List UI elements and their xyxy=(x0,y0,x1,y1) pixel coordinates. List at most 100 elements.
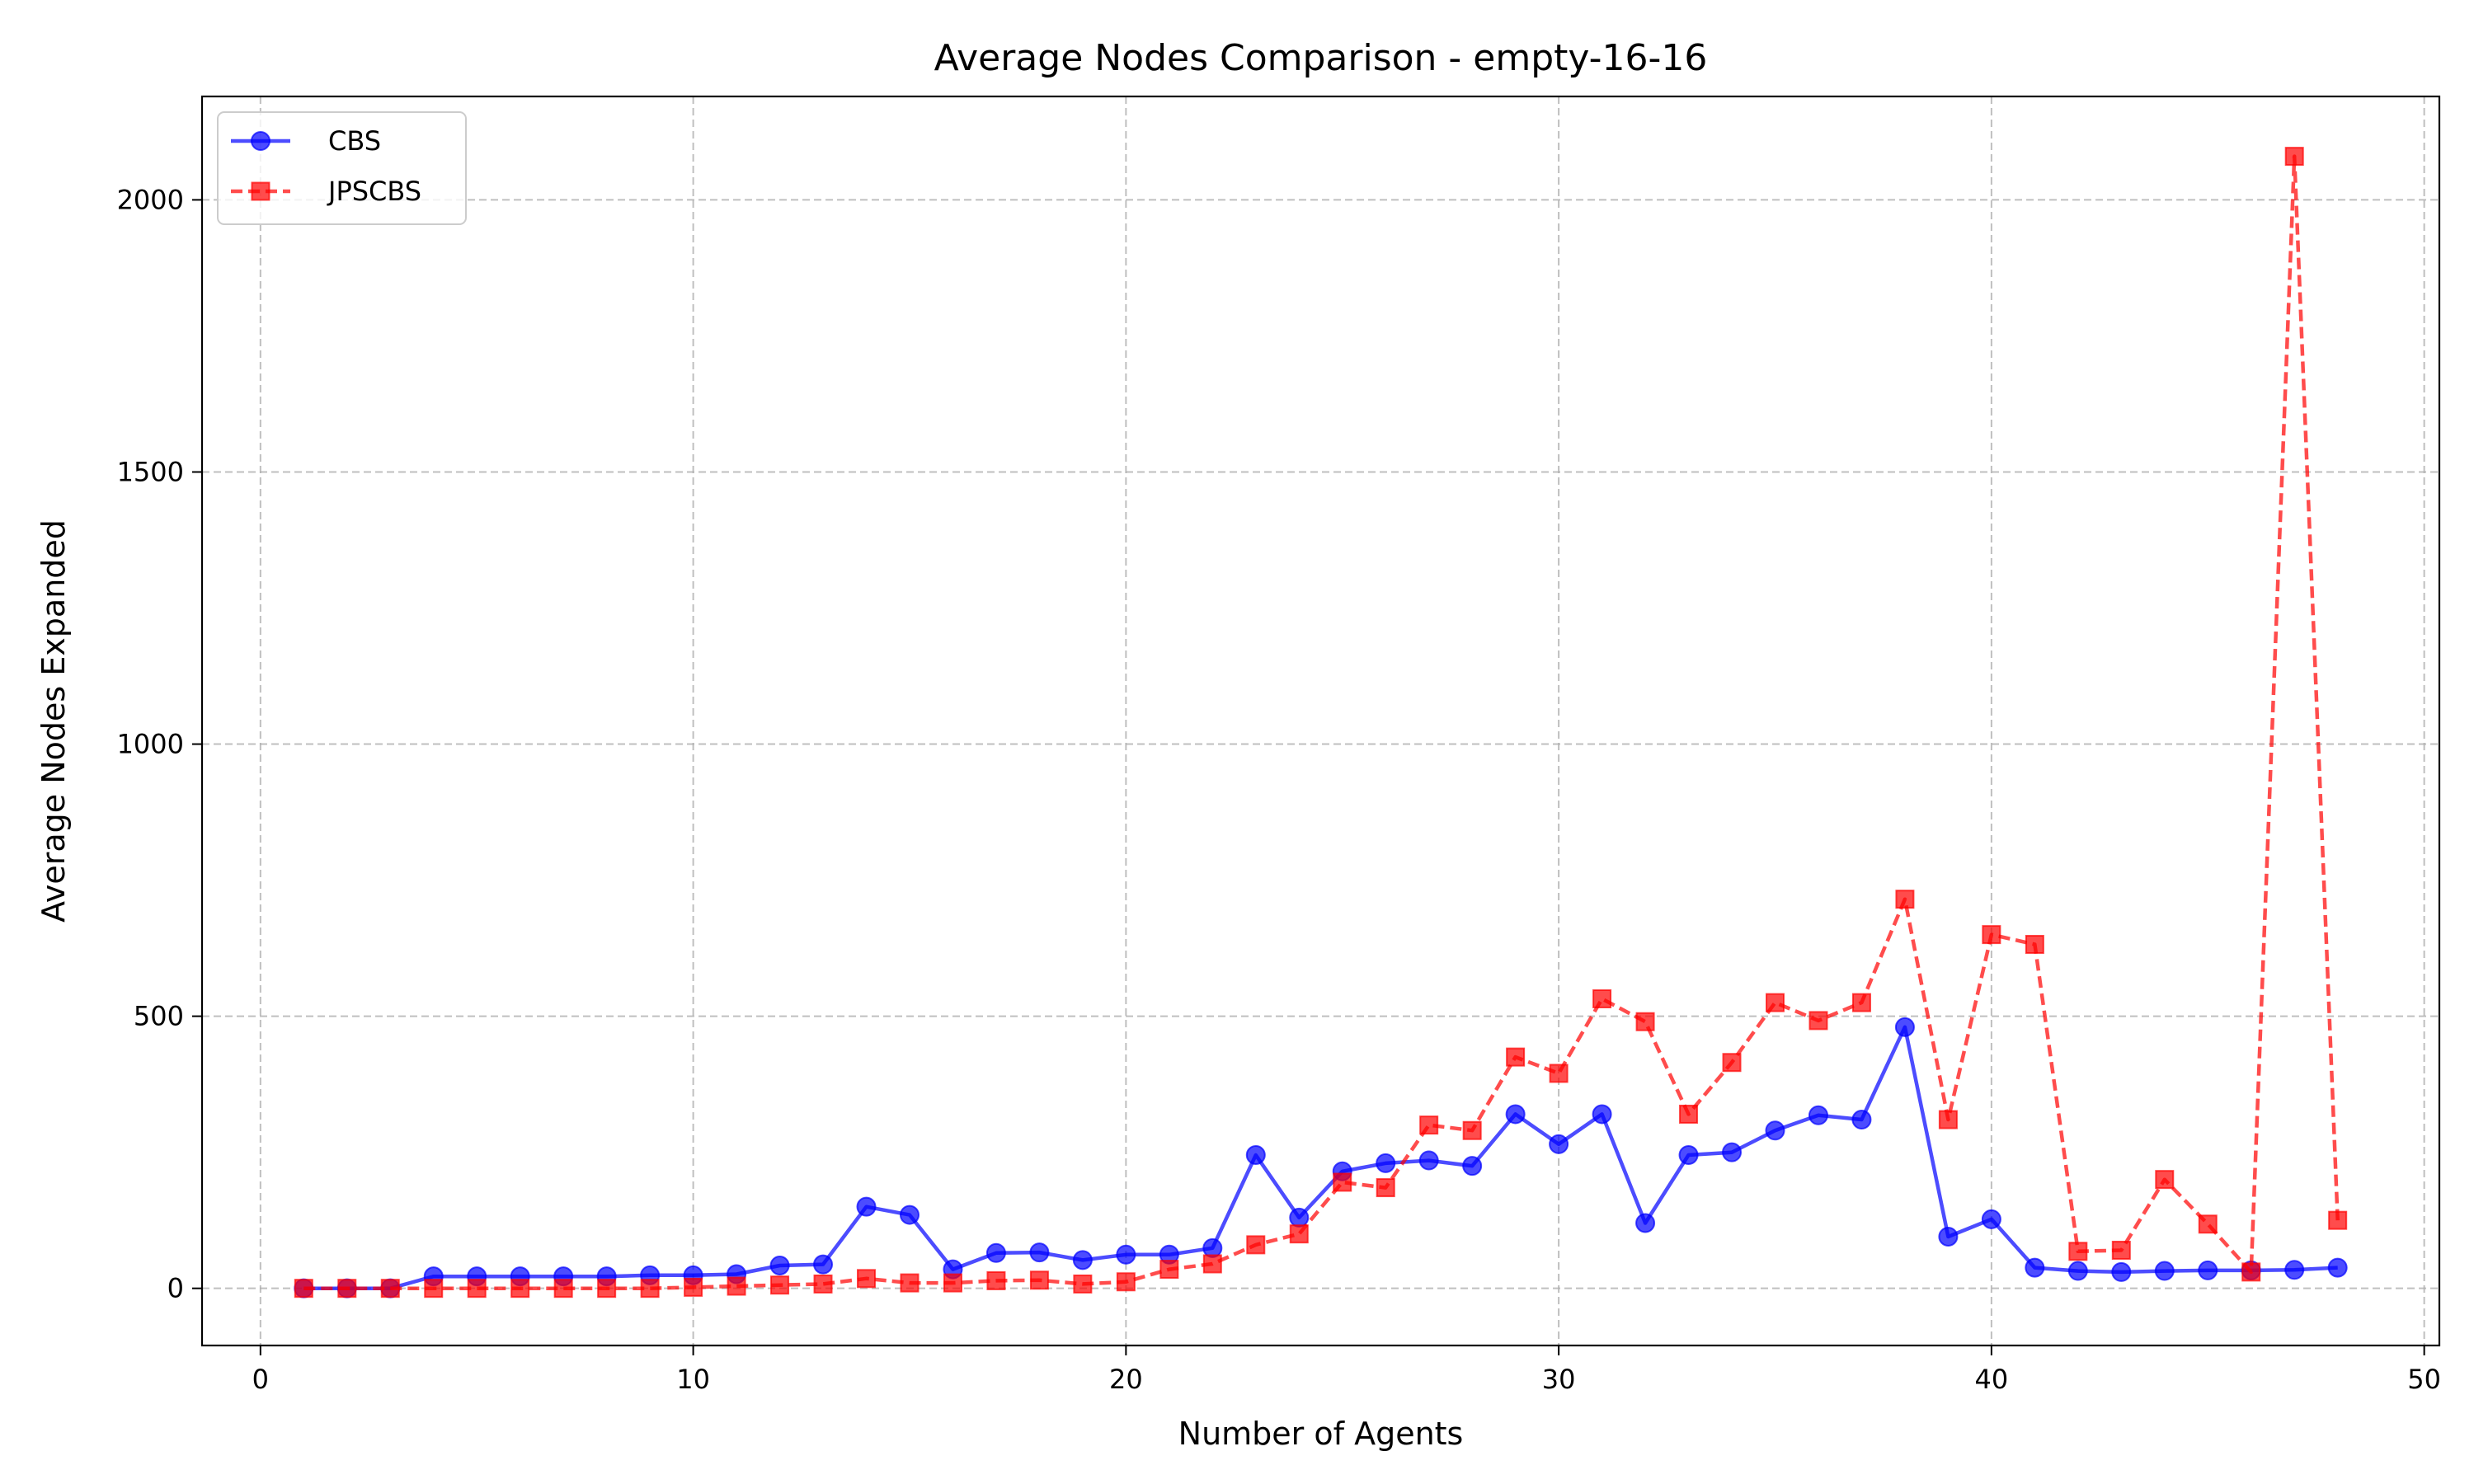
data-point-cbs xyxy=(1418,1150,1439,1171)
data-point-jpscbs xyxy=(640,1279,660,1298)
series-line-cbs xyxy=(303,1025,2338,1290)
data-point-cbs xyxy=(1549,1134,1569,1154)
data-point-cbs xyxy=(985,1242,1006,1263)
data-point-cbs xyxy=(1376,1153,1396,1173)
data-point-jpscbs xyxy=(684,1277,703,1297)
data-point-jpscbs xyxy=(2155,1170,2175,1190)
data-point-jpscbs xyxy=(2111,1240,2131,1260)
data-point-cbs xyxy=(1635,1213,1656,1233)
data-point-jpscbs xyxy=(1982,925,2001,945)
series-layer xyxy=(294,147,2348,1298)
data-point-jpscbs xyxy=(1506,1047,1526,1067)
data-point-cbs xyxy=(1245,1144,1266,1165)
y-axis-label: Average Nodes Expanded xyxy=(35,519,72,923)
x-tick-label: 30 xyxy=(1542,1364,1576,1395)
data-point-jpscbs xyxy=(1202,1254,1222,1274)
data-point-cbs xyxy=(1029,1242,1050,1263)
data-point-jpscbs xyxy=(2068,1242,2088,1261)
data-point-jpscbs xyxy=(1592,989,1612,1008)
data-point-jpscbs xyxy=(294,1279,313,1298)
x-tick-label: 0 xyxy=(252,1364,269,1395)
data-point-cbs xyxy=(813,1254,834,1275)
data-point-jpscbs xyxy=(1938,1110,1958,1129)
series-line-jpscbs xyxy=(303,154,2340,1290)
data-point-cbs xyxy=(2284,1260,2305,1280)
y-tick-label: 0 xyxy=(167,1273,184,1304)
data-point-jpscbs xyxy=(1462,1120,1482,1140)
data-point-jpscbs xyxy=(597,1279,617,1298)
series-cbs xyxy=(294,1017,2348,1298)
data-point-jpscbs xyxy=(1289,1224,1309,1244)
data-point-cbs xyxy=(1072,1250,1093,1270)
data-point-cbs xyxy=(1808,1105,1828,1125)
data-point-cbs xyxy=(1678,1144,1699,1165)
y-tick-label: 1500 xyxy=(117,456,184,487)
data-point-jpscbs xyxy=(2198,1214,2218,1234)
data-point-jpscbs xyxy=(1419,1115,1439,1135)
data-point-cbs xyxy=(1938,1226,1959,1247)
data-point-jpscbs xyxy=(1635,1012,1655,1031)
data-point-jpscbs xyxy=(337,1279,357,1298)
data-point-jpscbs xyxy=(770,1275,790,1295)
legend: CBS JPSCBS xyxy=(217,111,467,225)
x-tick-label: 50 xyxy=(2407,1364,2441,1395)
data-point-jpscbs xyxy=(1851,993,1871,1012)
data-point-cbs xyxy=(1981,1209,2001,1229)
data-point-jpscbs xyxy=(1029,1270,1049,1290)
data-point-jpscbs xyxy=(857,1269,877,1289)
data-point-cbs xyxy=(1722,1142,1743,1162)
data-point-cbs xyxy=(1894,1017,1915,1037)
data-point-cbs xyxy=(856,1196,877,1217)
legend-marker-cbs xyxy=(251,131,270,151)
data-point-jpscbs xyxy=(553,1279,573,1298)
data-point-jpscbs xyxy=(986,1270,1006,1290)
data-point-cbs xyxy=(769,1255,790,1275)
legend-label-cbs: CBS xyxy=(328,125,381,157)
data-point-jpscbs xyxy=(510,1279,530,1298)
y-tick-label: 500 xyxy=(134,1001,184,1032)
grid xyxy=(202,96,2439,1345)
data-point-jpscbs xyxy=(943,1273,962,1293)
data-point-jpscbs xyxy=(1765,993,1785,1012)
data-point-cbs xyxy=(2067,1261,2088,1281)
legend-marker-jpscbs xyxy=(251,181,270,201)
data-point-cbs xyxy=(1462,1156,1483,1176)
x-tick-label: 20 xyxy=(1109,1364,1143,1395)
data-point-cbs xyxy=(1592,1104,1612,1125)
data-point-jpscbs xyxy=(727,1276,746,1296)
series-jpscbs xyxy=(294,147,2348,1298)
data-point-cbs xyxy=(1765,1120,1785,1141)
legend-label-jpscbs: JPSCBS xyxy=(327,176,421,207)
x-tick-label: 10 xyxy=(676,1364,710,1395)
data-point-jpscbs xyxy=(1116,1272,1136,1292)
data-point-cbs xyxy=(2111,1261,2132,1282)
data-point-cbs xyxy=(1505,1104,1526,1125)
data-point-jpscbs xyxy=(1073,1274,1093,1294)
x-axis-label: Number of Agents xyxy=(1178,1416,1464,1452)
chart-title: Average Nodes Comparison - empty-16-16 xyxy=(934,37,1708,79)
data-point-cbs xyxy=(899,1205,920,1225)
data-point-jpscbs xyxy=(1549,1064,1569,1083)
data-point-cbs xyxy=(2198,1260,2218,1280)
data-point-cbs xyxy=(1851,1110,1872,1130)
data-point-jpscbs xyxy=(1246,1235,1266,1255)
x-tick-label: 40 xyxy=(1975,1364,2009,1395)
data-point-jpscbs xyxy=(1333,1172,1352,1192)
y-tick-label: 1000 xyxy=(117,729,184,760)
data-point-cbs xyxy=(2327,1257,2348,1278)
data-point-jpscbs xyxy=(2241,1262,2261,1282)
data-point-jpscbs xyxy=(813,1274,833,1294)
y-tick-label: 2000 xyxy=(117,184,184,215)
data-point-jpscbs xyxy=(380,1279,400,1298)
data-point-jpscbs xyxy=(2284,147,2304,167)
data-point-jpscbs xyxy=(900,1273,920,1293)
data-point-jpscbs xyxy=(1808,1011,1828,1031)
data-point-jpscbs xyxy=(1376,1178,1395,1198)
data-point-jpscbs xyxy=(1159,1260,1179,1280)
data-point-jpscbs xyxy=(1895,890,1915,909)
data-point-jpscbs xyxy=(467,1279,487,1298)
data-point-cbs xyxy=(2154,1261,2175,1281)
data-point-jpscbs xyxy=(1722,1053,1742,1073)
